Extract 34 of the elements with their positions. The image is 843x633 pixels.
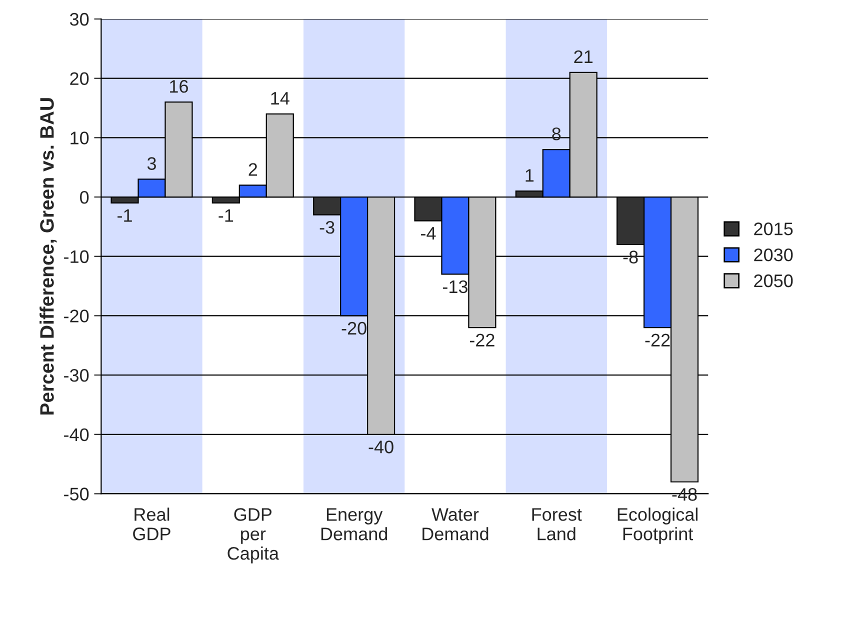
legend-label: 2030 [754,248,793,262]
data-label: 3 [147,157,156,170]
data-label: 16 [170,80,188,93]
data-label: -22 [470,334,494,346]
x-tick-label: GDP per Capita [228,508,279,564]
y-tick-label: 20 [70,72,89,86]
y-tick-label: -20 [64,310,89,322]
data-label: -1 [118,209,132,222]
y-tick-label: -40 [64,428,89,442]
y-tick-label: 30 [70,12,89,26]
data-label: 14 [271,92,290,104]
data-label: -4 [421,227,436,240]
legend-label: 2050 [754,274,793,288]
data-label: -1 [218,209,234,222]
y-tick-label: 10 [70,132,89,144]
y-tick-label: -50 [64,488,89,500]
x-tick-label: Real GDP [133,508,170,540]
data-label: -13 [442,280,468,294]
data-label: 1 [526,169,534,182]
y-tick-label: -10 [64,250,89,264]
y-tick-label: -30 [64,368,89,382]
data-label: -20 [342,322,366,335]
y-tick-label: 0 [80,190,89,204]
data-label: 2 [248,163,258,176]
x-tick-label: Ecological Footprint [618,508,698,544]
x-tick-label: Water Demand [422,508,488,540]
data-label: -3 [320,221,334,234]
data-label: 21 [574,50,593,63]
y-axis-title: Percent Difference, Green vs. BAU [40,98,57,414]
legend-label: 2015 [754,222,793,236]
x-tick-label: Energy Demand [321,508,388,540]
x-tick-label: Forest Land [532,508,582,540]
data-label: -22 [645,334,670,346]
data-label: -40 [368,440,394,454]
